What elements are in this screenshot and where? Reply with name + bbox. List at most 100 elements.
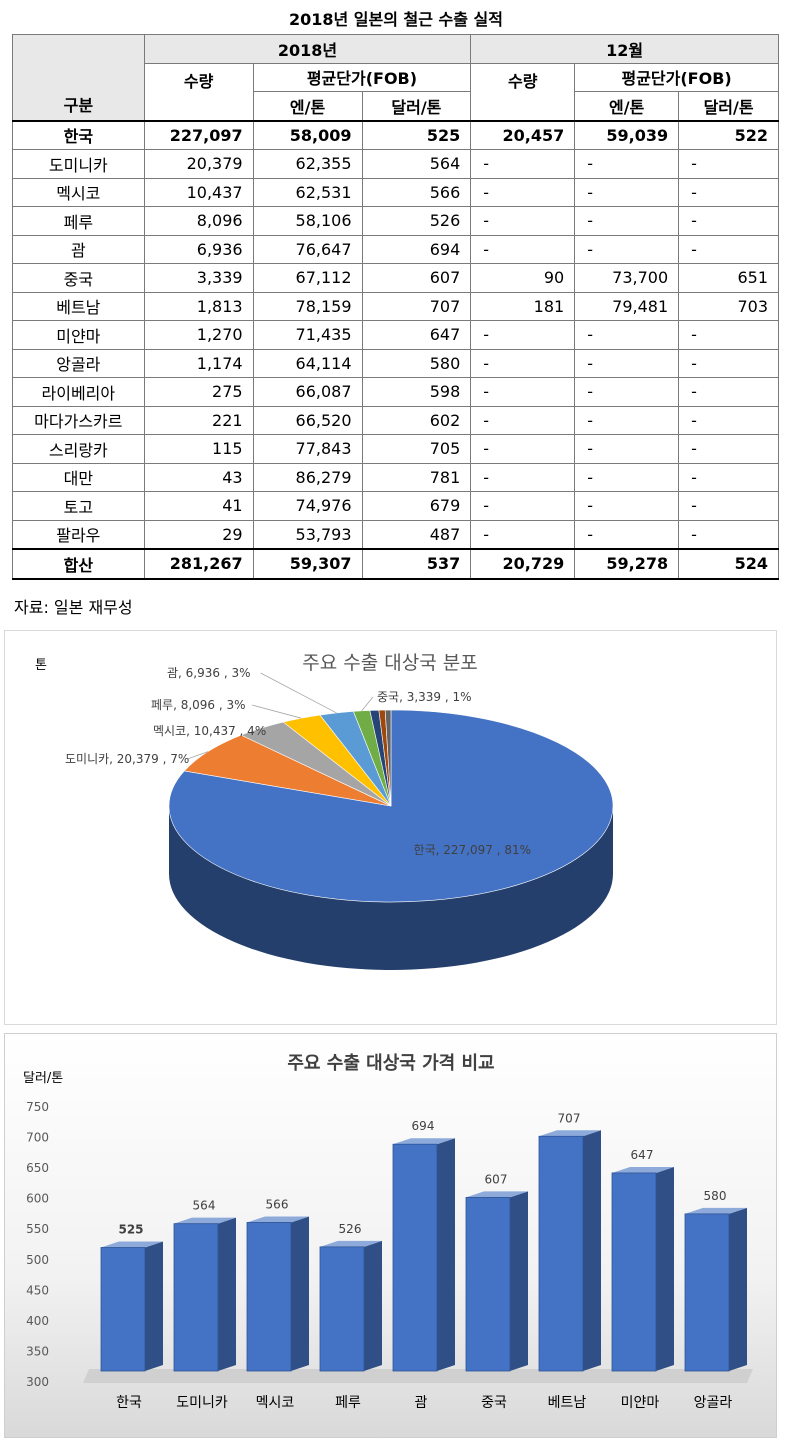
total-row: 합산 281,267 59,307 537 20,729 59,278 524 [12,548,779,579]
bar-top [247,1216,309,1223]
yen-cell: 66,520 [252,405,363,435]
yen-cell: 77,843 [252,434,363,464]
table-row: 괌 6,936 76,647 694- - - [12,234,779,264]
usd-cell: 580 [361,348,472,378]
bar-side [145,1241,163,1371]
bar-ytick-label: 750 [26,1100,49,1114]
month-usd-cell: - [678,377,779,407]
bar-value-label: 525 [118,1223,143,1237]
country-cell: 페루 [12,206,145,236]
month-qty-cell: - [470,320,576,350]
header-month-avg-price: 평균단가(FOB) [574,62,779,92]
yen-cell: 76,647 [252,234,363,264]
yen-cell: 62,531 [252,177,363,207]
month-yen-cell: - [574,491,680,521]
usd-cell: 566 [361,177,472,207]
header-avg-price: 평균단가(FOB) [252,62,472,92]
bar-value-label: 526 [339,1222,362,1236]
month-usd-cell: 524 [678,548,779,579]
bar-top [101,1241,163,1248]
bar-side [729,1207,747,1371]
bar-value-label: 694 [412,1119,435,1133]
pie-leader-line [361,696,374,712]
month-usd-cell: - [678,405,779,435]
bar-side [656,1166,674,1371]
table-row: 토고 41 74,976 679- - - [12,491,779,521]
bar-top [174,1217,236,1224]
country-cell: 합산 [12,548,145,579]
month-yen-cell: - [574,206,680,236]
month-yen-cell: - [574,320,680,350]
table-row: 스리랑카 115 77,843 705- - - [12,434,779,464]
usd-cell: 526 [361,206,472,236]
table-row: 팔라우 29 53,793 487- - - [12,519,779,550]
bar-value-label: 580 [704,1189,727,1203]
month-qty-cell: - [470,462,576,492]
yen-cell: 62,355 [252,149,363,179]
yen-cell: 71,435 [252,320,363,350]
pie-slice [183,734,392,807]
table-row: 미얀마 1,270 71,435 647- - - [12,320,779,350]
usd-cell: 525 [361,120,472,150]
bar-front [611,1172,657,1372]
table-row: 베트남 1,813 78,159 707 181 79,481 703 [12,291,779,321]
bar-value-label: 564 [193,1199,216,1213]
bar-category-label: 중국 [481,1395,507,1411]
usd-cell: 781 [361,462,472,492]
bar-value-label: 607 [485,1172,508,1186]
country-cell: 팔라우 [12,519,145,550]
qty-cell: 221 [143,405,254,435]
usd-cell: 647 [361,320,472,350]
source-note: 자료: 일본 재무성 [14,598,133,617]
bar-front [684,1213,730,1372]
bar-ytick-label: 500 [26,1253,49,1267]
bar-side [583,1130,601,1371]
pie-title: 주요 수출 대상국 분포 [302,652,477,674]
pie-label: 중국, 3,339 , 1% [377,690,472,704]
usd-cell: 487 [361,519,472,550]
usd-cell: 705 [361,434,472,464]
yen-cell: 58,009 [252,120,363,150]
month-qty-cell: 90 [470,263,576,293]
bar-floor [83,1369,753,1383]
month-yen-cell: 59,039 [574,120,680,150]
bar-front [246,1222,292,1372]
month-qty-cell: - [470,519,576,550]
header-month-qty: 수량 [470,62,576,121]
qty-cell: 227,097 [143,120,254,150]
header-qty: 수량 [143,62,254,121]
qty-cell: 29 [143,519,254,550]
usd-cell: 564 [361,149,472,179]
bar-front [538,1135,584,1372]
bar-category-label: 미얀마 [621,1395,660,1411]
bar-ytick-label: 400 [26,1314,49,1328]
header-category: 구분 [12,34,145,121]
month-usd-cell: - [678,149,779,179]
table-row: 라이베리아 275 66,087 598- - - [12,377,779,407]
qty-cell: 1,813 [143,291,254,321]
country-cell: 괌 [12,234,145,264]
bar-ytick-label: 350 [26,1344,49,1358]
bar-category-label: 앙골라 [694,1395,733,1411]
qty-cell: 8,096 [143,206,254,236]
usd-cell: 707 [361,291,472,321]
table-row: 마다가스카르 221 66,520 602- - - [12,405,779,435]
country-cell: 라이베리아 [12,377,145,407]
month-qty-cell: - [470,377,576,407]
pie-chart-panel: 주요 수출 대상국 분포 톤 한국, 227,097 , 81% 도미니카, 20,3… [4,630,777,1025]
month-usd-cell: - [678,462,779,492]
pie-label: 멕시코, 10,437 , 4% [153,724,266,738]
usd-cell: 602 [361,405,472,435]
month-qty-cell: - [470,348,576,378]
qty-cell: 115 [143,434,254,464]
bar-side [218,1217,236,1371]
bar-ytick-label: 550 [26,1222,49,1236]
pie-slice [384,709,392,807]
pie-leader-line [187,751,209,760]
month-yen-cell: - [574,234,680,264]
month-usd-cell: - [678,491,779,521]
bar-value-label: 647 [631,1148,654,1162]
pie-leader-line [260,672,337,714]
pie-chart: 주요 수출 대상국 분포 톤한국, 227,097 , 81% 도미니카, 20,3… [35,652,614,970]
country-cell: 토고 [12,491,145,521]
